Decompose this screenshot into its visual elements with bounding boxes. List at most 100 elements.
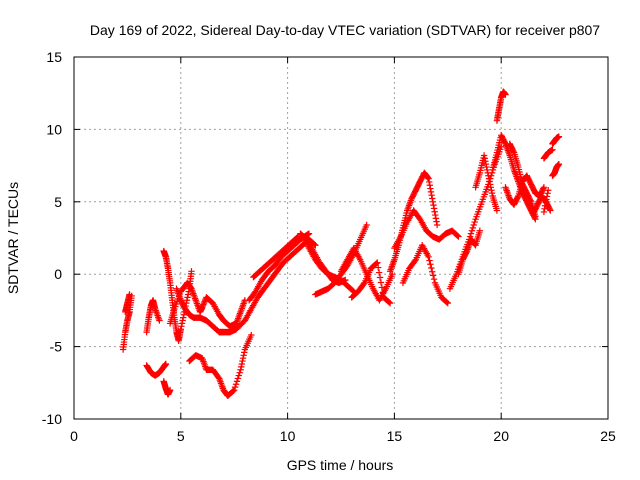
data-point (432, 211, 439, 219)
data-point (547, 207, 554, 214)
series-track-20 (399, 242, 451, 307)
y-tick-label: -5 (50, 339, 63, 355)
data-point (488, 187, 495, 194)
data-point (430, 205, 438, 212)
y-tick-label: 0 (54, 266, 62, 282)
data-point (373, 260, 380, 267)
x-tick-label: 10 (280, 428, 296, 444)
y-axis-label: SDTVAR / TECUs (5, 182, 21, 294)
data-point (248, 331, 255, 339)
data-point (429, 268, 436, 275)
y-tick-label: 15 (46, 49, 62, 65)
data-point (360, 280, 367, 288)
x-tick-label: 20 (493, 428, 509, 444)
data-point (429, 198, 437, 205)
data-point (488, 189, 496, 197)
data-point (501, 139, 509, 146)
data-point (555, 133, 563, 140)
data-point (430, 275, 438, 283)
data-point (542, 199, 549, 206)
data-point (470, 221, 477, 229)
y-tick-label: 5 (54, 194, 62, 210)
x-tick-label: 25 (600, 428, 616, 444)
data-point (377, 279, 385, 286)
data-point (486, 178, 493, 185)
data-point (374, 259, 381, 266)
series-track-11 (245, 230, 313, 304)
data-point (312, 242, 319, 249)
data-point (386, 299, 393, 306)
data-point (349, 287, 357, 294)
data-point (541, 205, 548, 213)
data-point (180, 314, 187, 321)
data-point (431, 208, 438, 215)
series-track-26 (502, 172, 548, 208)
data-point (480, 152, 488, 159)
series-track-23 (472, 152, 501, 214)
data-point (378, 284, 386, 291)
data-point (183, 297, 191, 304)
data-point (428, 264, 435, 272)
data-point (241, 349, 248, 356)
data-point (426, 182, 433, 189)
data-point (239, 357, 246, 365)
series-track-16 (337, 244, 396, 304)
data-point (544, 190, 551, 197)
data-point (428, 191, 435, 199)
series-track-25 (493, 88, 509, 124)
data-point (469, 224, 477, 232)
y-tick-label: -10 (42, 411, 62, 427)
data-point (455, 233, 462, 240)
data-point (180, 311, 188, 318)
data-point (411, 257, 419, 265)
series-track-8 (173, 285, 249, 336)
data-point (237, 366, 244, 373)
series-track-19 (391, 207, 462, 252)
series-track-1 (119, 292, 135, 353)
data-point (427, 261, 434, 268)
data-point (177, 326, 184, 333)
series-track-17 (348, 259, 394, 307)
chart-title: Day 169 of 2022, Sidereal Day-to-day VTE… (90, 22, 600, 38)
data-point (485, 175, 493, 182)
data-point (482, 158, 489, 165)
data-point (235, 372, 242, 379)
data-point (540, 184, 548, 191)
data-point (234, 375, 242, 382)
data-point (527, 197, 534, 204)
series-track-18 (386, 169, 441, 275)
data-point (230, 387, 237, 395)
series-track-30 (549, 133, 563, 148)
data-point (184, 291, 192, 298)
data-point (240, 352, 247, 359)
data-point (162, 360, 170, 368)
series-track-4 (143, 297, 163, 336)
data-point (432, 215, 440, 222)
y-tick-label: 10 (46, 121, 62, 137)
data-point (543, 193, 551, 200)
data-point (376, 274, 384, 281)
data-point (126, 291, 133, 298)
plot-frame (73, 56, 609, 420)
x-tick-label: 0 (70, 428, 78, 444)
data-point (540, 185, 547, 192)
series-track-5 (160, 247, 195, 345)
data-point (427, 185, 434, 192)
data-point (484, 169, 491, 177)
data-point (200, 301, 207, 308)
series-track-32 (540, 187, 552, 216)
data-point (544, 187, 552, 194)
data-point (425, 178, 433, 186)
data-point (487, 181, 494, 188)
data-point (482, 160, 490, 168)
data-point (430, 201, 437, 209)
data-point (433, 218, 440, 225)
data-point (231, 386, 238, 394)
data-point (200, 299, 208, 307)
data-point (510, 148, 517, 155)
data-point (239, 354, 247, 362)
data-point (305, 230, 313, 237)
data-point (424, 174, 432, 182)
data-point (433, 221, 441, 229)
